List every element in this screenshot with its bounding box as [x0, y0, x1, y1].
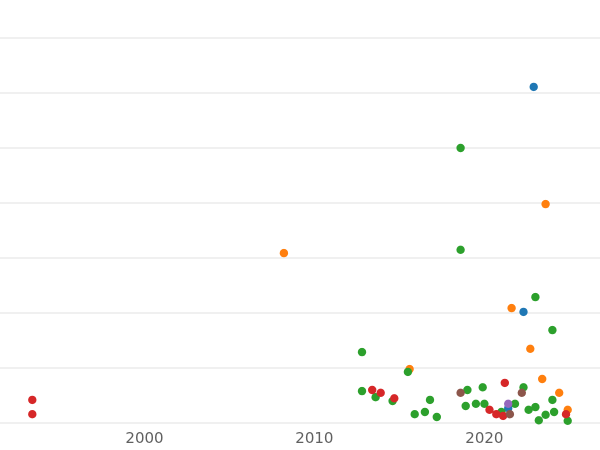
scatter-point-green — [563, 416, 572, 425]
scatter-point-green — [548, 325, 557, 335]
scatter-point-red — [500, 378, 509, 388]
scatter-point-green — [510, 399, 520, 408]
scatter-point-green — [432, 412, 441, 422]
scatter-point-red — [498, 411, 508, 421]
scatter-point-brown — [456, 388, 465, 397]
scatter-point-green — [456, 143, 465, 153]
scatter-point-green — [425, 395, 435, 405]
scatter-point-orange — [541, 199, 550, 209]
scatter-point-green — [357, 386, 367, 396]
scatter-point-purple — [504, 399, 513, 408]
scatter-point-green — [534, 416, 543, 425]
scatter-point-green — [531, 292, 540, 302]
scatter-point-orange — [279, 248, 289, 258]
scatter-point-green — [456, 245, 465, 254]
x-tick-label: 2010 — [295, 429, 333, 447]
scatter-point-green — [403, 367, 413, 377]
scatter-point-green — [410, 410, 419, 419]
scatter-point-green — [524, 405, 533, 414]
scatter-point-green — [541, 410, 550, 419]
scatter-point-red — [28, 410, 37, 419]
scatter-point-green — [461, 401, 470, 411]
scatter-point-blue — [519, 307, 528, 317]
scatter-point-red — [376, 388, 385, 397]
scatter-point-orange — [538, 374, 547, 384]
scatter-point-green — [531, 402, 540, 412]
scatter-point-green — [471, 399, 481, 408]
scatter-point-red — [561, 410, 571, 419]
scatter-point-red — [485, 405, 494, 414]
scatter-point-orange — [555, 388, 564, 397]
x-tick-label: 2000 — [125, 429, 163, 447]
scatter-point-green — [463, 385, 472, 395]
scatter-point-green — [549, 407, 559, 417]
scatter-point-green — [480, 399, 489, 408]
x-tick-label: 2020 — [465, 429, 503, 447]
scatter-point-red — [368, 385, 377, 395]
scatter-point-red — [28, 395, 37, 405]
scatter-point-green — [548, 395, 557, 405]
scatter-point-orange — [507, 303, 516, 313]
scatter-point-brown — [505, 410, 515, 419]
scatter-point-green — [357, 347, 367, 357]
scatter-point-green — [478, 383, 487, 392]
scatter-point-orange — [526, 344, 535, 353]
scatter-point-blue — [529, 82, 538, 92]
scatter-point-brown — [517, 388, 526, 397]
scatter-point-red — [492, 410, 501, 419]
scatter-point-green — [420, 407, 430, 417]
scatter-point-red — [390, 394, 399, 403]
